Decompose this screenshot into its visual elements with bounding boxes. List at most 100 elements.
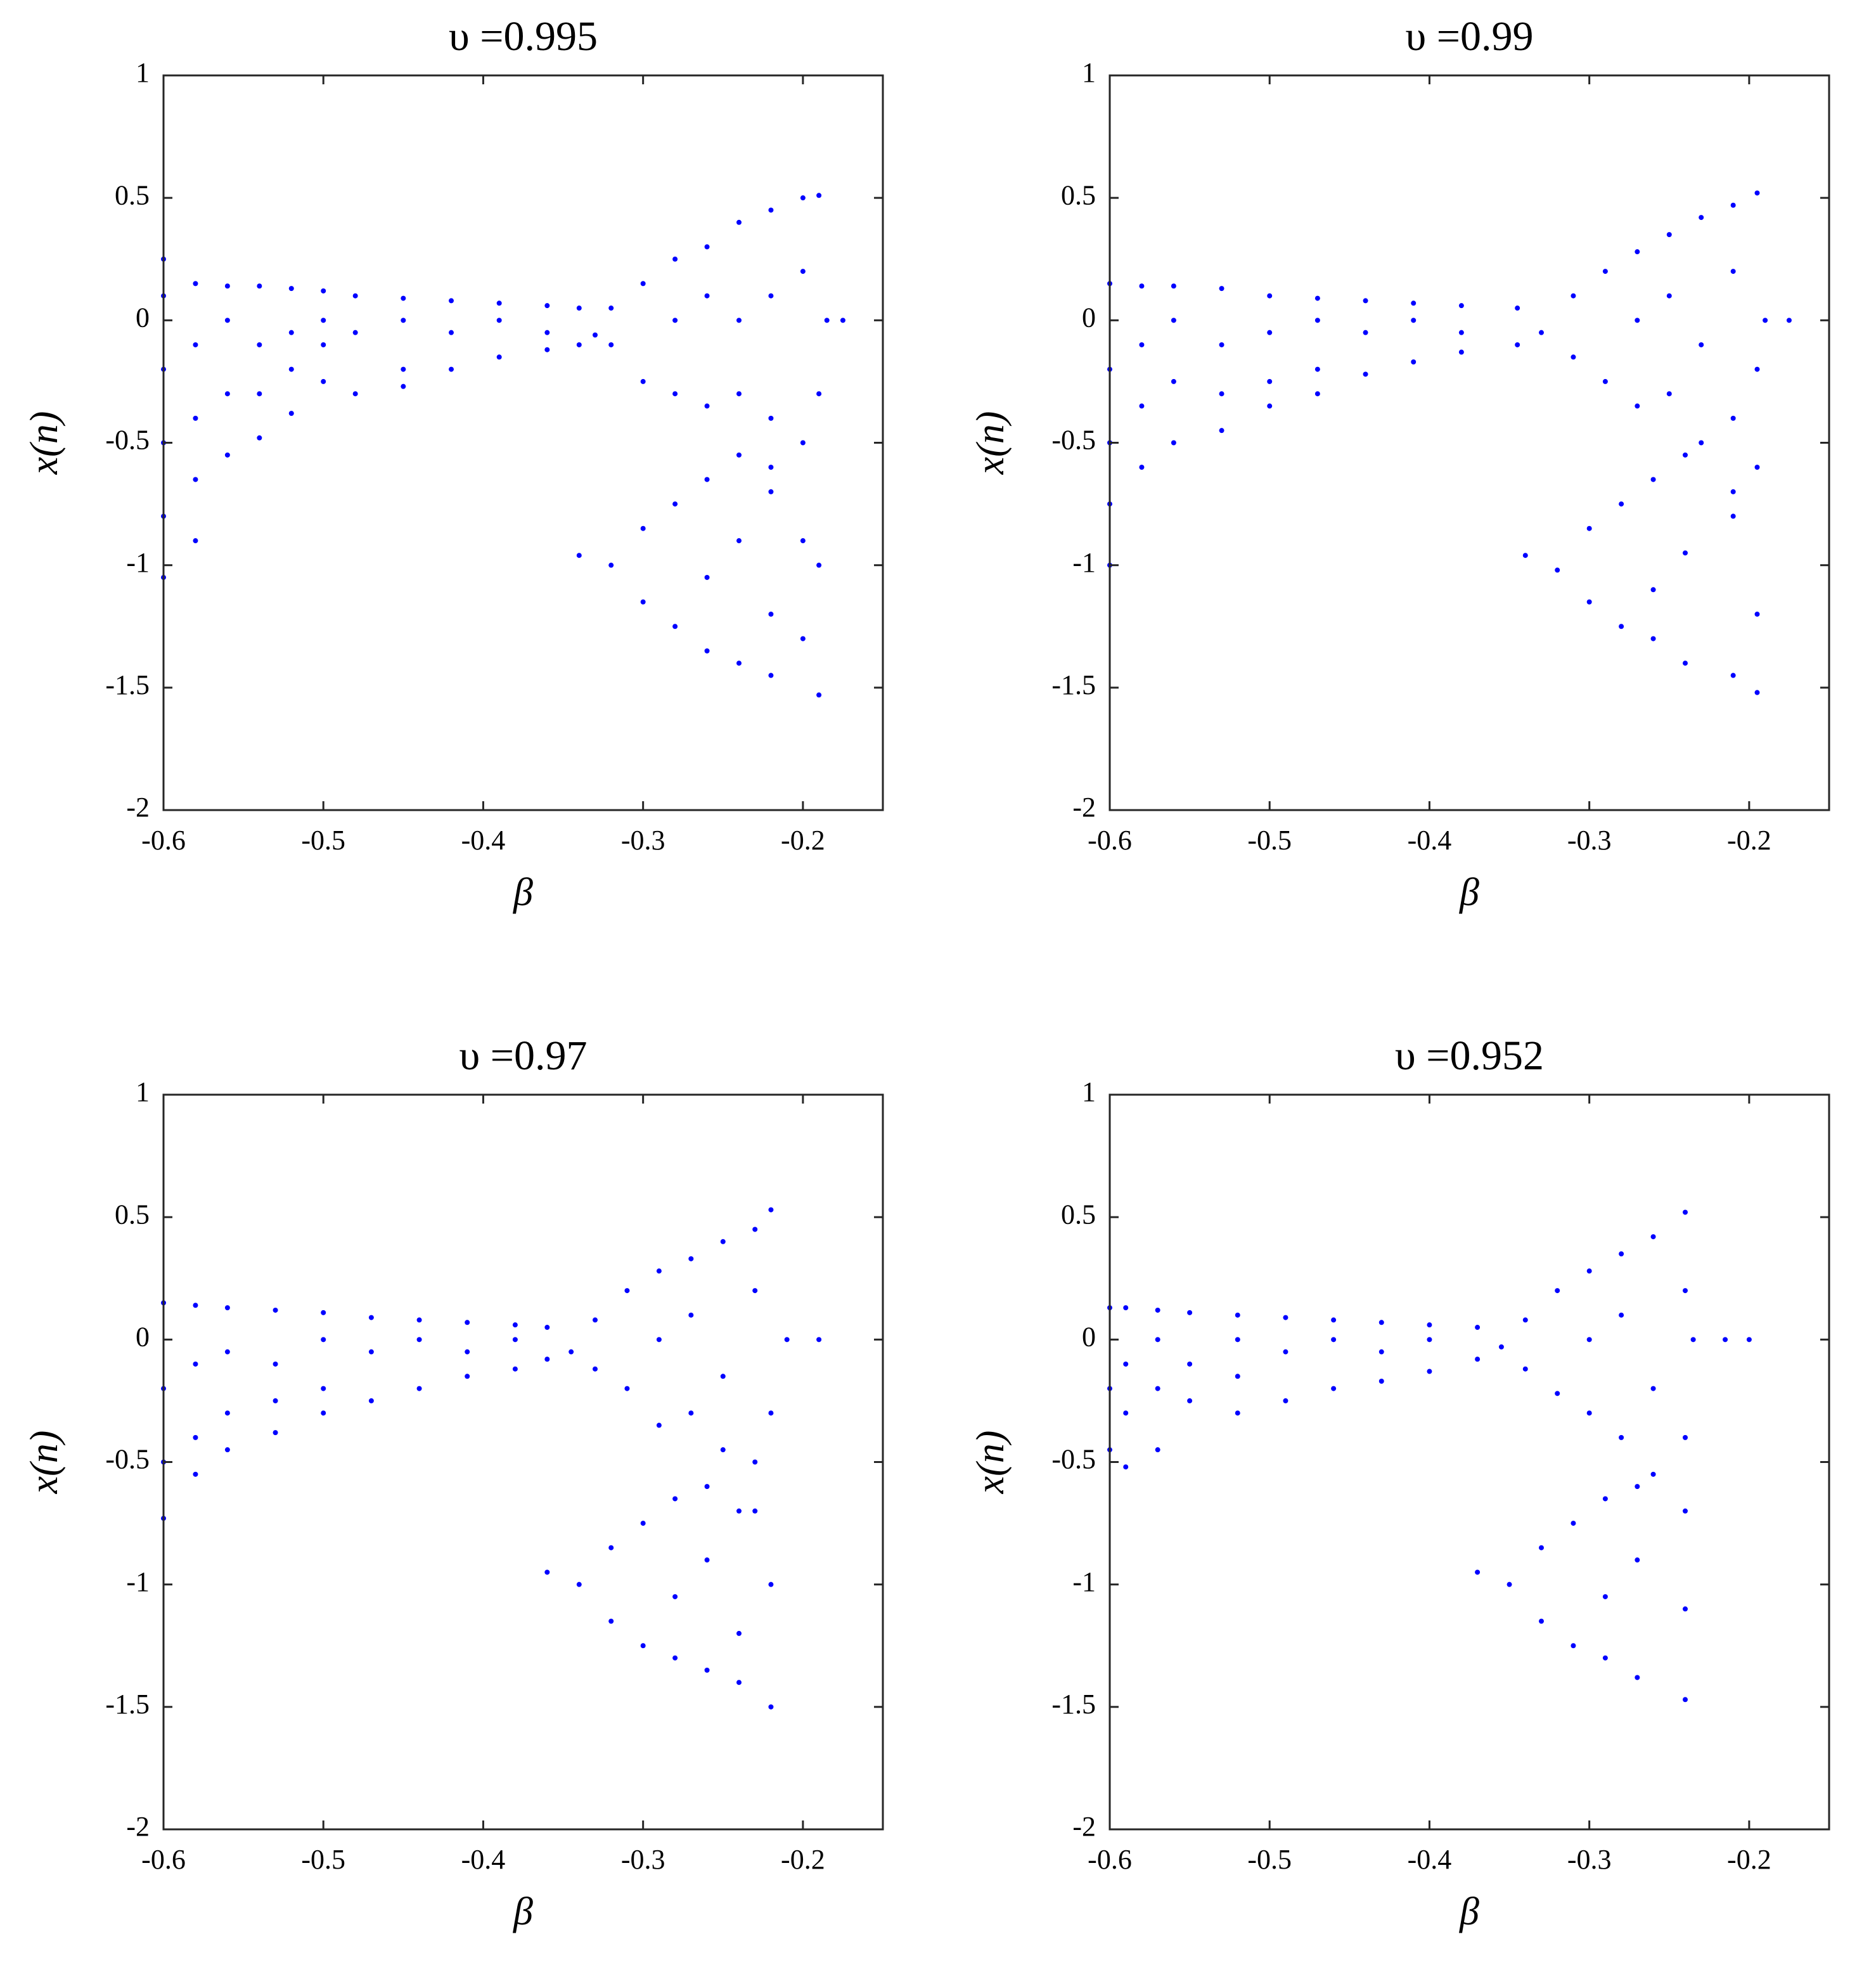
data-point [1155, 1307, 1160, 1313]
data-point [1754, 611, 1760, 617]
data-point [640, 525, 646, 531]
data-point [768, 1582, 774, 1587]
data-point [816, 391, 822, 397]
data-point [768, 207, 774, 213]
data-point [1331, 1317, 1337, 1323]
data-point [576, 342, 582, 347]
data-point [672, 256, 678, 262]
data-point [321, 1310, 326, 1315]
y-tick-label: -0.5 [1051, 425, 1096, 456]
data-point [1650, 477, 1656, 482]
data-point [512, 1322, 518, 1328]
data-point [1331, 1386, 1337, 1391]
data-point [1683, 1434, 1688, 1440]
y-tick-label: -1 [126, 547, 150, 578]
data-point [800, 636, 806, 641]
data-point [1267, 403, 1273, 409]
data-point [736, 538, 742, 544]
data-point [768, 673, 774, 678]
x-tick-label: -0.4 [461, 1844, 506, 1875]
x-tick-label: -0.2 [1727, 1844, 1771, 1875]
data-point [1754, 190, 1760, 196]
data-point [257, 283, 262, 289]
data-point [1515, 306, 1520, 311]
data-point [1522, 553, 1528, 558]
data-point [576, 1582, 582, 1587]
data-point [1314, 391, 1320, 397]
data-point [608, 562, 614, 568]
data-point [1123, 1305, 1129, 1311]
data-point [368, 1398, 374, 1403]
data-point [1155, 1337, 1160, 1343]
data-point [704, 1557, 710, 1563]
data-point [656, 1337, 662, 1343]
data-point [800, 538, 806, 544]
y-tick-label: -0.5 [1051, 1444, 1096, 1475]
data-point [1378, 1320, 1384, 1325]
data-point [1475, 1325, 1481, 1330]
y-tick-label: -2 [126, 792, 150, 823]
data-point [1690, 1337, 1696, 1343]
data-point [1171, 283, 1176, 289]
data-point [704, 293, 710, 299]
y-tick-label: -1 [126, 1566, 150, 1597]
x-tick-label: -0.5 [301, 825, 345, 856]
data-point [1363, 298, 1368, 304]
data-point [544, 1356, 550, 1362]
data-point [704, 244, 710, 250]
x-tick-label: -0.3 [621, 1844, 665, 1875]
data-point [193, 342, 198, 347]
y-tick-label: -2 [126, 1811, 150, 1842]
data-point [1187, 1310, 1193, 1315]
data-point [257, 391, 262, 397]
y-tick-label: 1 [1082, 1076, 1096, 1107]
data-point [1171, 318, 1176, 323]
data-point [1746, 1337, 1752, 1343]
data-point [1187, 1361, 1193, 1367]
data-point [640, 1643, 646, 1649]
x-tick-label: -0.2 [781, 1844, 825, 1875]
data-point [1635, 1675, 1640, 1680]
data-point [593, 332, 598, 338]
y-tick-label: -2 [1072, 1811, 1096, 1842]
y-tick-label: 1 [136, 1076, 150, 1107]
data-point [465, 1374, 470, 1379]
data-point [512, 1366, 518, 1372]
data-point [688, 1312, 694, 1318]
y-tick-label: -2 [1072, 792, 1096, 823]
data-point [1683, 660, 1688, 666]
data-point [1171, 378, 1176, 384]
data-point [1139, 283, 1145, 289]
data-point [1571, 354, 1576, 360]
data-point [1235, 1312, 1240, 1318]
data-point [1427, 1369, 1432, 1374]
data-point [1555, 1391, 1560, 1396]
data-point [800, 440, 806, 446]
data-point [1235, 1410, 1240, 1416]
data-point [1427, 1322, 1432, 1328]
data-point [401, 366, 406, 372]
data-point [1219, 391, 1224, 397]
data-point [1650, 1234, 1656, 1240]
x-tick-label: -0.4 [461, 825, 506, 856]
data-point [1602, 378, 1608, 384]
data-point [672, 1496, 678, 1502]
data-point [224, 283, 230, 289]
data-point [1683, 452, 1688, 458]
data-point [1267, 378, 1273, 384]
data-point [1754, 465, 1760, 470]
y-tick-label: 0 [136, 1321, 150, 1352]
axes-box [1108, 74, 1830, 811]
data-point [1699, 440, 1704, 446]
data-point [1635, 403, 1640, 409]
data-point [1219, 286, 1224, 292]
data-point [704, 477, 710, 482]
data-point [816, 562, 822, 568]
data-point [672, 624, 678, 629]
data-point [720, 1447, 726, 1453]
data-point [1155, 1386, 1160, 1391]
axes-box [162, 74, 884, 811]
data-point [1475, 1356, 1481, 1362]
data-point [752, 1459, 758, 1465]
data-point [768, 1207, 774, 1213]
